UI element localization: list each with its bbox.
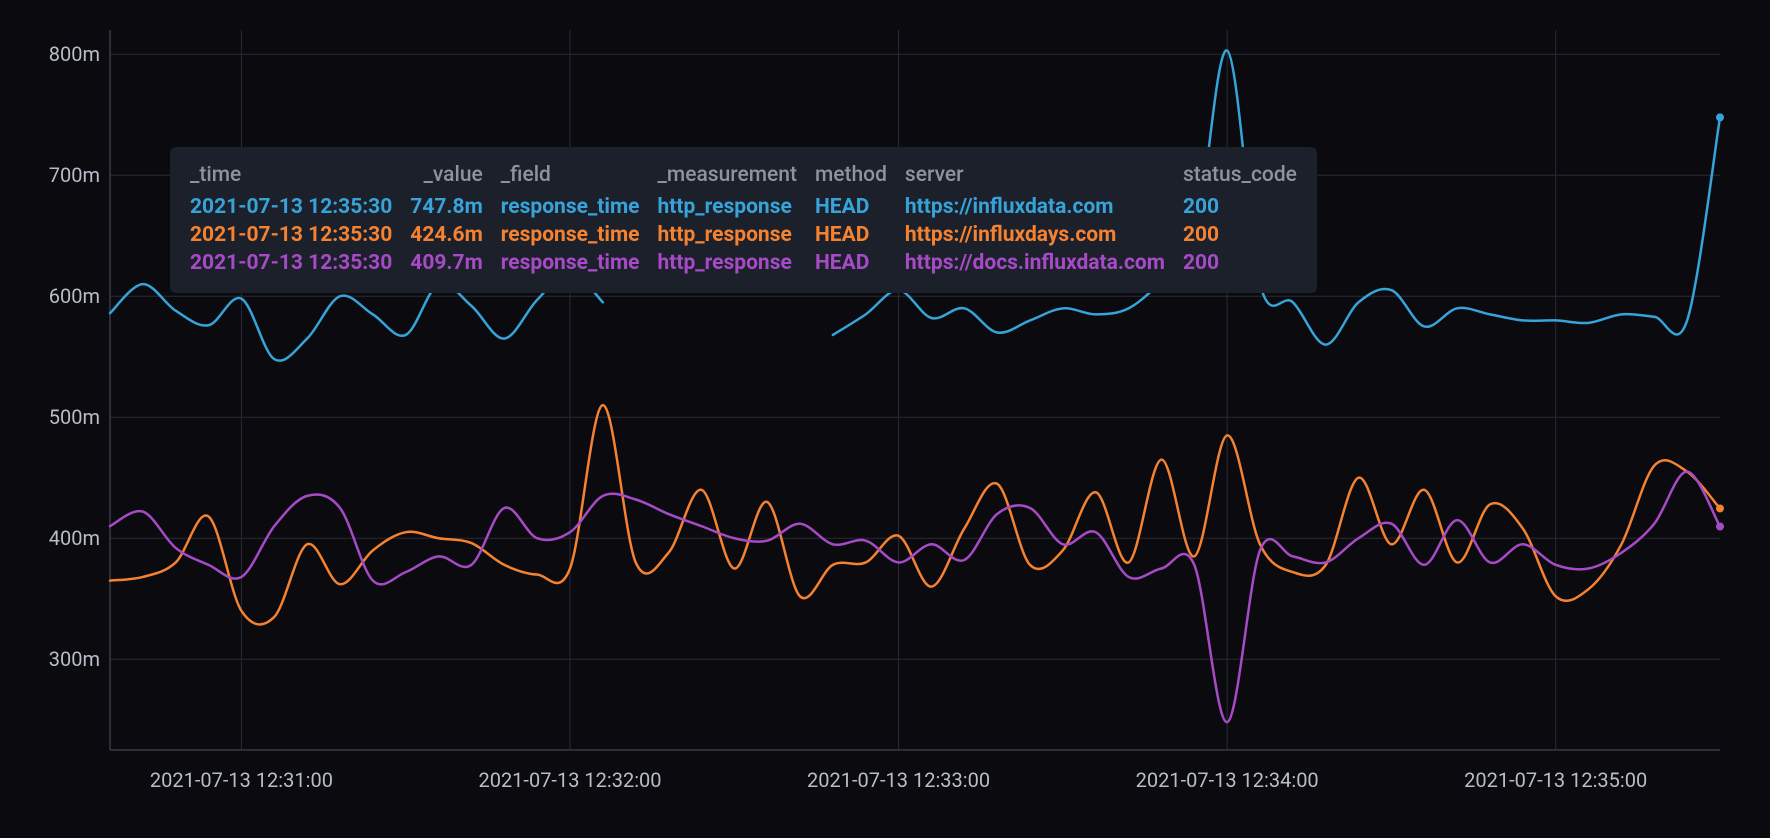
y-tick-label: 800m — [20, 42, 100, 66]
tooltip-cell-field: response_time — [501, 221, 658, 249]
tooltip-cell-method: HEAD — [815, 249, 905, 277]
tooltip-row: 2021-07-13 12:35:30424.6mresponse_timeht… — [190, 221, 1297, 249]
tooltip-header-server: server — [905, 161, 1183, 193]
tooltip-cell-time: 2021-07-13 12:35:30 — [190, 249, 410, 277]
tooltip-cell-method: HEAD — [815, 221, 905, 249]
chart-plot-svg — [0, 0, 1770, 838]
x-tick-label: 2021-07-13 12:32:00 — [478, 768, 661, 792]
y-tick-label: 500m — [20, 405, 100, 429]
tooltip-row: 2021-07-13 12:35:30747.8mresponse_timeht… — [190, 193, 1297, 221]
tooltip-cell-field: response_time — [501, 193, 658, 221]
y-tick-label: 600m — [20, 284, 100, 308]
tooltip-cell-value: 747.8m — [410, 193, 500, 221]
y-tick-label: 400m — [20, 526, 100, 550]
tooltip-cell-time: 2021-07-13 12:35:30 — [190, 221, 410, 249]
tooltip-cell-server: https://docs.influxdata.com — [905, 249, 1183, 277]
y-tick-label: 300m — [20, 647, 100, 671]
y-tick-label: 700m — [20, 163, 100, 187]
x-tick-label: 2021-07-13 12:33:00 — [807, 768, 990, 792]
x-tick-label: 2021-07-13 12:35:00 — [1464, 768, 1647, 792]
tooltip-header-field: _field — [501, 161, 658, 193]
series-line-influxdays — [110, 405, 1720, 624]
tooltip-cell-server: https://influxdata.com — [905, 193, 1183, 221]
series-endpoint-influxdata — [1716, 113, 1724, 121]
tooltip-header-measurement: _measurement — [658, 161, 815, 193]
tooltip-header-method: method — [815, 161, 905, 193]
tooltip-header-time: _time — [190, 161, 410, 193]
tooltip-cell-measurement: http_response — [658, 221, 815, 249]
x-tick-label: 2021-07-13 12:34:00 — [1136, 768, 1319, 792]
tooltip-row: 2021-07-13 12:35:30409.7mresponse_timeht… — [190, 249, 1297, 277]
tooltip-header-status_code: status_code — [1183, 161, 1297, 193]
series-line-docs-influxdata — [110, 472, 1720, 723]
tooltip-cell-measurement: http_response — [658, 249, 815, 277]
tooltip-cell-status_code: 200 — [1183, 221, 1297, 249]
x-tick-label: 2021-07-13 12:31:00 — [150, 768, 333, 792]
tooltip-cell-status_code: 200 — [1183, 193, 1297, 221]
tooltip-cell-status_code: 200 — [1183, 249, 1297, 277]
tooltip-cell-value: 409.7m — [410, 249, 500, 277]
tooltip-cell-field: response_time — [501, 249, 658, 277]
response-time-chart[interactable]: 300m 400m 500m 600m 700m 800m 2021-07-13 12:3… — [0, 0, 1770, 838]
series-endpoint-docs-influxdata — [1716, 522, 1724, 530]
series-endpoint-influxdays — [1716, 504, 1724, 512]
chart-tooltip: _time_value_field_measurementmethodserve… — [170, 147, 1317, 293]
tooltip-cell-server: https://influxdays.com — [905, 221, 1183, 249]
tooltip-cell-measurement: http_response — [658, 193, 815, 221]
tooltip-cell-time: 2021-07-13 12:35:30 — [190, 193, 410, 221]
tooltip-cell-value: 424.6m — [410, 221, 500, 249]
tooltip-header-value: _value — [410, 161, 500, 193]
tooltip-cell-method: HEAD — [815, 193, 905, 221]
